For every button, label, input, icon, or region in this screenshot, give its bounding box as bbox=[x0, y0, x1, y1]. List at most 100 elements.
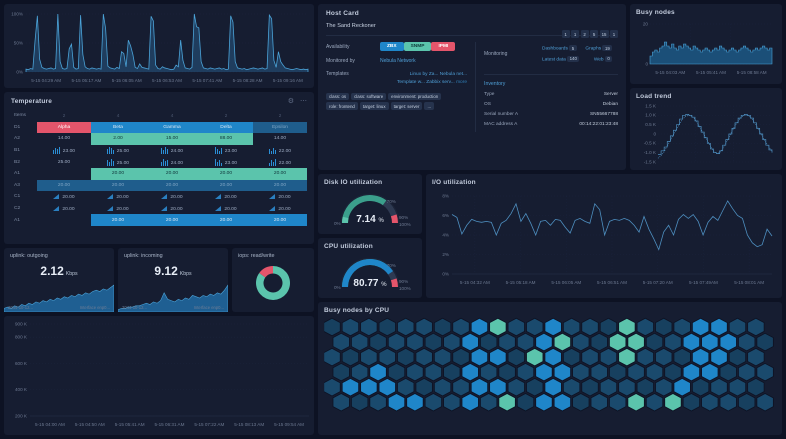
hex-node[interactable] bbox=[498, 393, 516, 412]
hex-node[interactable] bbox=[590, 362, 608, 382]
hex-node[interactable] bbox=[461, 332, 479, 352]
hex-node[interactable] bbox=[728, 347, 747, 367]
table-cell[interactable]: 20.00 bbox=[37, 203, 91, 215]
severity-badge-2[interactable]: 2 bbox=[580, 30, 589, 38]
templates-line-2-text[interactable]: Template w... Zabbix serv... bbox=[396, 79, 455, 85]
hex-node[interactable] bbox=[655, 347, 673, 367]
table-row[interactable]: A2 14.00 2.00 15.00 88.00 14.00 bbox=[11, 133, 307, 145]
hex-node[interactable] bbox=[636, 317, 654, 337]
availability-zbx[interactable]: ZBX bbox=[380, 42, 404, 52]
hex-node[interactable] bbox=[406, 332, 424, 352]
table-cell[interactable]: 20.00 bbox=[91, 203, 145, 215]
hex-node[interactable] bbox=[627, 332, 645, 352]
hex-node[interactable] bbox=[507, 347, 525, 367]
hex-map-svg[interactable] bbox=[323, 317, 776, 429]
severity-badge-4[interactable]: 15 bbox=[599, 30, 609, 38]
table-cell[interactable]: 23.00 bbox=[199, 156, 253, 168]
availability-tags[interactable]: ZBX SNMP IPMI bbox=[380, 42, 456, 52]
availability-snmp[interactable]: SNMP bbox=[403, 42, 432, 52]
hex-node[interactable] bbox=[507, 317, 525, 337]
dots-icon[interactable]: ⋯ bbox=[300, 98, 307, 105]
table-cell[interactable]: 15.00 bbox=[145, 133, 199, 145]
hex-node[interactable] bbox=[489, 377, 507, 397]
hex-node[interactable] bbox=[452, 317, 470, 337]
severity-badge-5[interactable]: 1 bbox=[610, 30, 618, 38]
table-row[interactable]: B2 25.00 25.00 24.00 23.00 22.00 bbox=[11, 156, 307, 168]
hex-node[interactable] bbox=[433, 347, 452, 367]
hex-node[interactable] bbox=[719, 393, 737, 412]
hex-node[interactable] bbox=[378, 377, 396, 397]
hex-node[interactable] bbox=[590, 393, 608, 412]
hex-node[interactable] bbox=[516, 362, 535, 382]
hex-node[interactable] bbox=[581, 317, 599, 337]
table-cell[interactable]: 24.00 bbox=[145, 145, 199, 157]
host-tag[interactable]: ... bbox=[424, 102, 435, 110]
hex-node[interactable] bbox=[673, 317, 691, 337]
host-tag[interactable]: environment: production bbox=[388, 92, 442, 101]
table-cell[interactable]: 20.00 bbox=[37, 191, 91, 203]
hex-node[interactable] bbox=[664, 362, 682, 382]
hex-node[interactable] bbox=[443, 332, 461, 352]
hex-node[interactable] bbox=[618, 347, 636, 367]
hex-node[interactable] bbox=[470, 317, 489, 337]
hex-node[interactable] bbox=[655, 317, 673, 337]
host-tag[interactable]: class: os bbox=[326, 92, 350, 101]
hex-node[interactable] bbox=[544, 377, 562, 397]
hex-node[interactable] bbox=[673, 347, 691, 367]
table-cell[interactable]: 25.00 bbox=[91, 156, 145, 168]
table-cell[interactable]: 20.00 bbox=[91, 191, 145, 203]
hex-node[interactable] bbox=[452, 347, 470, 367]
hex-node[interactable] bbox=[443, 362, 461, 382]
hex-node[interactable] bbox=[747, 317, 765, 337]
hex-node[interactable] bbox=[452, 377, 470, 397]
hex-node[interactable] bbox=[581, 377, 599, 397]
hex-node[interactable] bbox=[424, 362, 442, 382]
hex-node[interactable] bbox=[627, 362, 645, 382]
table-row[interactable]: A1 20.00 20.00 20.00 20.00 bbox=[11, 167, 307, 180]
hex-node[interactable] bbox=[599, 347, 618, 367]
hex-node[interactable] bbox=[544, 317, 562, 337]
table-cell[interactable]: 20.00 bbox=[253, 179, 307, 192]
hex-node[interactable] bbox=[710, 377, 728, 397]
hex-node[interactable] bbox=[572, 393, 590, 412]
hex-node[interactable] bbox=[738, 393, 756, 412]
hex-node[interactable] bbox=[415, 317, 433, 337]
hex-node[interactable] bbox=[756, 332, 774, 352]
monitored-by-value[interactable]: Nebula Network bbox=[380, 58, 416, 65]
hex-node[interactable] bbox=[618, 377, 636, 397]
hex-node[interactable] bbox=[489, 317, 507, 337]
hex-node[interactable] bbox=[535, 362, 553, 382]
table-cell[interactable]: 20.00 bbox=[199, 167, 253, 180]
table-cell[interactable]: 20.00 bbox=[253, 203, 307, 215]
hex-node[interactable] bbox=[738, 332, 756, 352]
hex-node[interactable] bbox=[535, 332, 553, 352]
host-tag[interactable]: role: frontend bbox=[326, 102, 358, 110]
table-cell[interactable]: 20.00 bbox=[145, 214, 199, 226]
hex-node[interactable] bbox=[323, 377, 341, 397]
hex-node[interactable] bbox=[682, 332, 701, 352]
table-cell[interactable] bbox=[37, 168, 91, 180]
hex-node[interactable] bbox=[701, 393, 719, 412]
hex-node[interactable] bbox=[480, 332, 498, 352]
hex-node[interactable] bbox=[351, 362, 369, 382]
hex-node[interactable] bbox=[590, 332, 608, 352]
host-tag[interactable]: class: software bbox=[351, 92, 387, 101]
hex-node[interactable] bbox=[701, 332, 719, 352]
table-cell[interactable]: 23.00 bbox=[199, 145, 253, 157]
table-cell[interactable]: 24.00 bbox=[145, 156, 199, 168]
availability-ipmi[interactable]: IPMI bbox=[431, 42, 456, 52]
hex-node[interactable] bbox=[645, 332, 664, 352]
hex-node[interactable] bbox=[655, 377, 673, 397]
hex-node[interactable] bbox=[691, 377, 710, 397]
table-cell[interactable]: 20.00 bbox=[91, 167, 145, 180]
hex-node[interactable] bbox=[332, 393, 350, 412]
hex-node[interactable] bbox=[599, 317, 618, 337]
hex-node[interactable] bbox=[747, 347, 765, 367]
table-cell[interactable]: 20.00 bbox=[253, 191, 307, 203]
hex-node[interactable] bbox=[747, 377, 765, 397]
monitoring-link-graphs[interactable]: Graphs 19 bbox=[583, 44, 614, 53]
table-cell[interactable]: 20.00 bbox=[37, 179, 91, 192]
inventory-title[interactable]: Inventory bbox=[484, 81, 506, 87]
hex-node[interactable] bbox=[351, 393, 369, 412]
table-row[interactable]: C2 20.00 20.00 20.00 20.00 20.00 bbox=[11, 203, 307, 215]
